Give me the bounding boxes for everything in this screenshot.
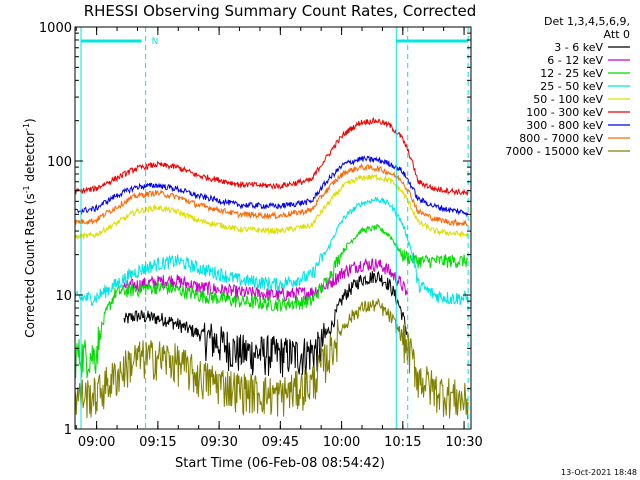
legend-label-7: 800 - 7000 keV xyxy=(519,132,603,145)
chart-title: RHESSI Observing Summary Count Rates, Co… xyxy=(84,2,477,20)
series-line-6 xyxy=(74,155,469,218)
legend-label-8: 7000 - 15000 keV xyxy=(505,145,603,158)
x-tick-label-5: 10:15 xyxy=(384,435,421,450)
night-marker-label: N xyxy=(152,37,159,47)
legend-label-0: 3 - 6 keV xyxy=(554,41,603,54)
series-line-7 xyxy=(74,162,469,227)
legend-label-6: 300 - 800 keV xyxy=(526,119,603,132)
series-line-0 xyxy=(123,270,409,378)
x-tick-label-3: 09:45 xyxy=(262,435,299,450)
series-line-8 xyxy=(74,297,469,420)
x-axis-label: Start Time (06-Feb-08 08:54:42) xyxy=(175,456,385,471)
legend-label-1: 6 - 12 keV xyxy=(547,54,603,67)
x-tick-label-0: 09:00 xyxy=(78,435,115,450)
footer-timestamp: 13-Oct-2021 18:48 xyxy=(561,468,637,477)
observation-markers: N xyxy=(80,27,469,429)
y-tick-label-2: 100 xyxy=(47,155,72,170)
plot-frame xyxy=(74,26,472,430)
x-tick-label-1: 09:15 xyxy=(139,435,176,450)
x-tick-label-4: 10:00 xyxy=(323,435,360,450)
x-tick-label-2: 09:30 xyxy=(200,435,237,450)
y-axis-label-main: Corrected Count Rate (s xyxy=(23,193,37,337)
series-line-5 xyxy=(74,116,469,197)
y-tick-label-3: 1000 xyxy=(39,21,72,36)
axes: 1 10 100 1000 09:00 09:15 09:30 09:45 10:00 10:15… xyxy=(39,21,483,450)
y-axis-label-mid: detector xyxy=(23,131,37,186)
series-line-4 xyxy=(74,173,469,240)
series-line-3 xyxy=(74,196,469,307)
series-group xyxy=(74,116,469,420)
legend-header-attenuator: Att 0 xyxy=(604,28,630,41)
legend-label-3: 25 - 50 keV xyxy=(540,80,603,93)
y-tick-label-1: 10 xyxy=(55,289,72,304)
y-axis-label-sup2: -1 xyxy=(22,123,31,131)
y-axis-label-sup1: -1 xyxy=(22,185,31,193)
y-axis-label-end: ) xyxy=(23,118,37,123)
legend-label-2: 12 - 25 keV xyxy=(540,67,603,80)
legend-label-4: 50 - 100 keV xyxy=(533,93,603,106)
legend-label-5: 100 - 300 keV xyxy=(526,106,603,119)
legend-header-detectors: Det 1,3,4,5,6,9, xyxy=(544,15,630,28)
y-tick-label-0: 1 xyxy=(64,423,72,438)
x-tick-label-6: 10:30 xyxy=(445,435,482,450)
series-line-1 xyxy=(123,257,409,302)
series-line-2 xyxy=(74,223,469,379)
y-axis-label: Corrected Count Rate (s-1 detector-1) xyxy=(22,118,37,337)
